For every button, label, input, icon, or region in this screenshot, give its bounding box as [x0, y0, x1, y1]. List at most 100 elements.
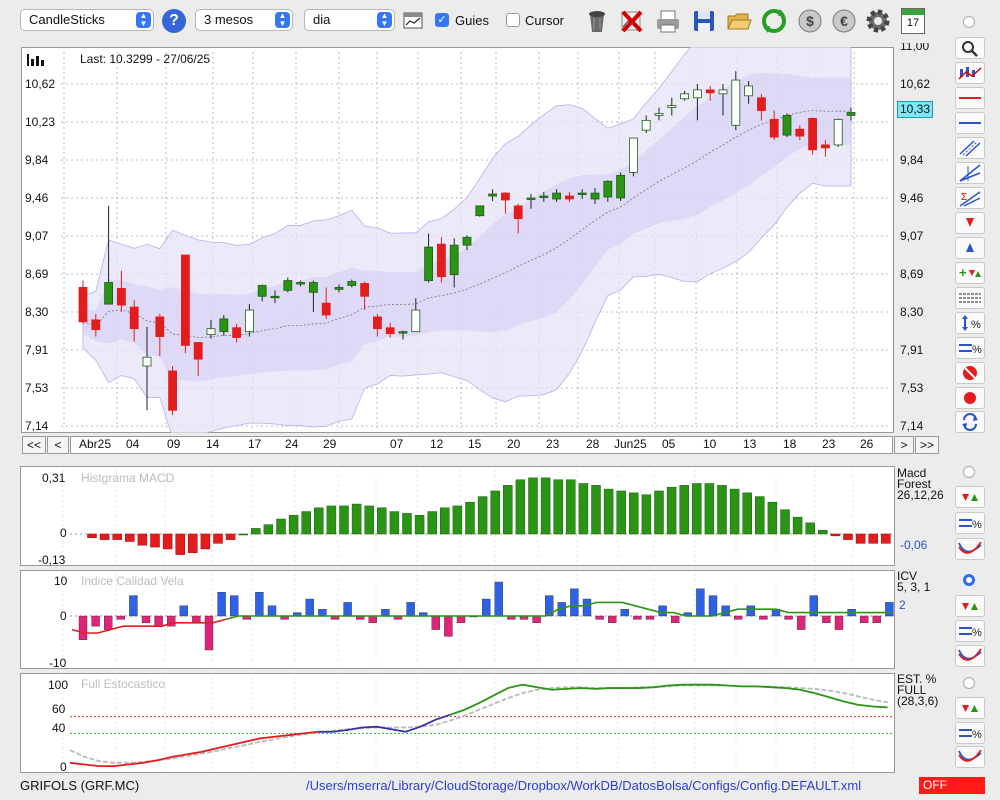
nav-prev-button[interactable]: < — [47, 436, 69, 454]
calendar-icon[interactable]: 17 — [901, 8, 925, 34]
main-panel-radio[interactable] — [963, 16, 975, 28]
candle-body — [539, 195, 549, 198]
macd-bar — [465, 501, 475, 535]
open-folder-icon[interactable] — [725, 7, 753, 35]
macd-bar — [251, 528, 261, 535]
nav-next-button[interactable]: > — [894, 436, 914, 454]
currency-euro-icon[interactable]: € — [830, 7, 858, 35]
candle-body — [693, 89, 702, 99]
chevron-updown-icon: ▲ ▼ — [136, 12, 151, 28]
macd-bar — [137, 533, 148, 546]
icv-bar — [633, 615, 642, 620]
fibonacci-button[interactable]: Σ — [955, 187, 985, 209]
chart-window-icon[interactable] — [402, 10, 424, 32]
config-path-link[interactable]: /Users/mserra/Library/CloudStorage/Dropb… — [306, 778, 862, 793]
candle-body — [385, 327, 395, 335]
x-axis-label: 23 — [822, 437, 836, 451]
price-ytick-right: 7,14 — [900, 419, 924, 433]
buy-signal-button[interactable] — [955, 237, 985, 259]
candle-body — [180, 254, 190, 346]
chart-type-select[interactable]: CandleSticks ▲ ▼ — [20, 9, 154, 31]
arrow-up-blue-icon — [966, 243, 974, 252]
moving-average-line — [82, 110, 852, 339]
x-axis-label: 15 — [468, 437, 482, 451]
macd-bar — [540, 477, 551, 535]
channel-button[interactable] — [955, 137, 985, 159]
currency-dollar-icon[interactable]: $ — [796, 7, 824, 35]
candle-body — [91, 319, 101, 331]
horizontal-line-red-button[interactable] — [955, 87, 985, 109]
macd-legend: Macd Forest 26,12,26 — [897, 467, 944, 501]
print-icon[interactable] — [654, 7, 682, 35]
icv-panel-radio[interactable] — [963, 574, 975, 586]
candle — [526, 194, 536, 209]
record-button[interactable] — [955, 387, 985, 409]
stoch-panel[interactable] — [20, 673, 895, 773]
price-ytick-right: 11,00 — [900, 39, 930, 53]
add-signals-button[interactable]: + — [955, 262, 985, 284]
volume-bars-icon[interactable] — [27, 52, 47, 66]
icv-panel[interactable] — [20, 570, 895, 669]
fan-lines-button[interactable] — [955, 162, 985, 184]
macd-cross-button[interactable] — [955, 538, 985, 560]
candle-body — [360, 283, 370, 297]
sell-signal-button[interactable] — [955, 212, 985, 234]
macd-lines-percent-button[interactable]: % — [955, 512, 985, 534]
delete-chart-icon[interactable] — [618, 7, 646, 35]
candle-body — [232, 327, 242, 338]
nav-last-button[interactable]: >> — [915, 436, 939, 454]
indicator-button[interactable] — [955, 62, 985, 84]
zoom-button[interactable] — [955, 37, 985, 59]
settings-gear-icon[interactable] — [864, 7, 892, 35]
stop-button[interactable] — [955, 362, 985, 384]
macd-bar — [666, 486, 677, 535]
sync-button[interactable] — [955, 411, 985, 433]
candle — [385, 322, 395, 338]
candle — [193, 342, 203, 376]
stoch-panel-radio[interactable] — [963, 677, 975, 689]
interval-select[interactable]: dia ▲ ▼ — [304, 9, 395, 31]
arrows-down-up-icon — [962, 494, 978, 501]
guies-checkbox[interactable]: ✓ — [435, 13, 449, 27]
refresh-icon[interactable] — [760, 7, 788, 35]
svg-text:%: % — [972, 729, 982, 741]
icv-bar — [620, 609, 629, 617]
icv-bar — [154, 615, 163, 627]
macd-signals-button[interactable] — [955, 486, 985, 508]
grid-lines-button[interactable] — [955, 287, 985, 309]
x-axis-label: 29 — [323, 437, 337, 451]
horizontal-line-blue-button[interactable] — [955, 112, 985, 134]
cursor-checkbox[interactable] — [506, 13, 520, 27]
macd-bar — [87, 533, 97, 538]
lines-percent-button[interactable]: % — [955, 337, 985, 359]
icv-signals-button[interactable] — [955, 595, 985, 617]
channel-icon — [959, 140, 981, 157]
help-icon[interactable]: ? — [162, 9, 186, 33]
icv-lines-percent-button[interactable]: % — [955, 620, 985, 642]
stoch-lines-percent-button[interactable]: % — [955, 722, 985, 744]
trash-icon[interactable] — [583, 7, 611, 35]
candle — [180, 254, 190, 354]
candle — [104, 205, 113, 305]
save-icon[interactable] — [690, 7, 718, 35]
macd-bar — [591, 485, 601, 535]
macd-panel-radio[interactable] — [963, 466, 975, 478]
nav-first-button[interactable]: << — [22, 436, 46, 454]
macd-bar — [818, 530, 828, 535]
macd-bar — [125, 533, 135, 542]
x-axis-label: 14 — [206, 437, 220, 451]
stoch-signals-button[interactable] — [955, 697, 985, 719]
macd-bar — [364, 505, 374, 535]
svg-text:$: $ — [806, 13, 814, 29]
stoch-cross-button[interactable] — [955, 746, 985, 768]
status-off-badge[interactable]: OFF — [919, 777, 985, 794]
cross-curves-icon — [958, 648, 982, 661]
price-ytick-right: 10,62 — [900, 77, 931, 91]
icv-bar — [482, 598, 491, 617]
icv-cross-button[interactable] — [955, 645, 985, 667]
price-ytick-left: 7,53 — [25, 381, 49, 395]
candle-body — [449, 244, 459, 276]
scale-percent-button[interactable]: % — [955, 312, 985, 334]
macd-bar — [566, 479, 576, 535]
period-select[interactable]: 3 mesos ▲ ▼ — [195, 9, 293, 31]
